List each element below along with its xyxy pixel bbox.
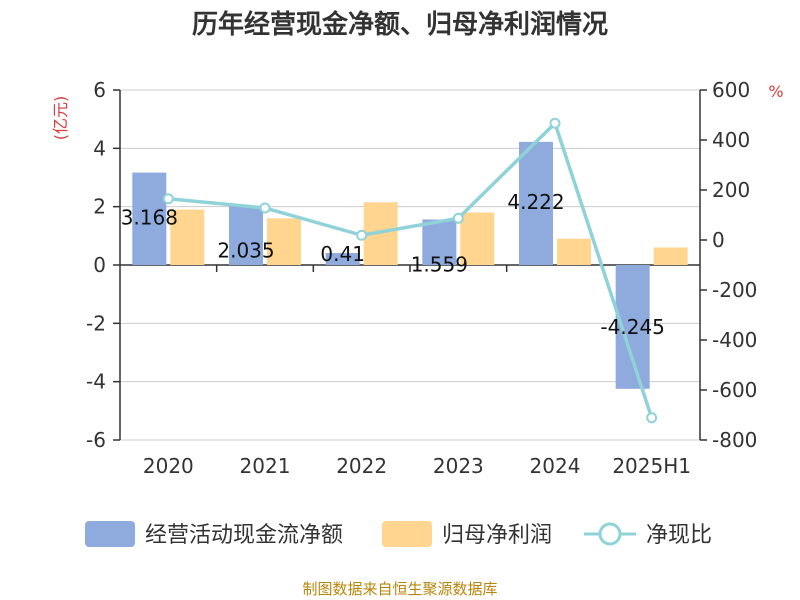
right-tick-label: 600: [712, 78, 750, 102]
x-axis-ticks: 2020 2021 2022 2023 2024 2025H1: [143, 454, 691, 478]
ratio-point: [646, 412, 658, 424]
x-tick-label: 2020: [143, 454, 194, 478]
bar-cashflow: [325, 253, 360, 265]
data-label-cashflow: -4.245: [600, 315, 664, 339]
right-axis-unit: %: [768, 82, 783, 101]
x-tick-label: 2023: [433, 454, 484, 478]
x-tick-label: 2024: [530, 454, 581, 478]
left-tick-label: -6: [86, 428, 106, 452]
ratio-point: [259, 202, 271, 214]
legend-label-ratio: 净现比: [646, 523, 712, 548]
bar-netprofit: [557, 238, 591, 265]
legend-swatch-ratio-marker: [598, 522, 622, 546]
left-tick-label: -4: [86, 370, 106, 394]
bar-cashflow: [229, 205, 263, 265]
bar-cashflow: [422, 219, 457, 265]
left-axis-unit: (亿元): [51, 96, 70, 141]
ratio-point: [356, 229, 368, 241]
data-label-cashflow: 3.168: [121, 206, 178, 230]
legend: 经营活动现金流净额 归母净利润 净现比: [85, 521, 712, 548]
x-tick-label: 2021: [240, 454, 291, 478]
bar-cashflow: [519, 141, 553, 265]
left-tick-label: -2: [86, 311, 106, 335]
right-tick-label: -200: [712, 278, 757, 302]
legend-swatch-netprofit: [382, 521, 432, 547]
bar-netprofit: [267, 218, 301, 265]
x-tick-label: 2022: [336, 454, 387, 478]
data-labels: 3.168 2.035 0.41 1.559 4.222 -4.245: [121, 190, 665, 339]
ratio-point: [549, 117, 561, 129]
chart-title: 历年经营现金净额、归母净利润情况: [192, 9, 608, 40]
bar-netprofit: [653, 247, 688, 265]
right-axis-ticks: 600 400 200 0 -200 -400 -600 -800: [700, 78, 757, 452]
legend-label-cashflow: 经营活动现金流净额: [145, 523, 343, 548]
ratio-polyline: [168, 120, 654, 419]
legend-label-netprofit: 归母净利润: [442, 523, 552, 548]
ratio-point: [452, 212, 464, 224]
right-tick-label: 0: [712, 228, 725, 252]
right-tick-label: -600: [712, 378, 757, 402]
right-tick-label: -400: [712, 328, 757, 352]
left-tick-label: 2: [93, 195, 106, 219]
data-label-cashflow: 0.41: [320, 242, 365, 266]
right-tick-label: 200: [712, 178, 750, 202]
legend-swatch-cashflow: [85, 521, 135, 547]
ratio-line: [162, 117, 658, 424]
bar-netprofit: [460, 212, 495, 265]
ratio-point: [162, 193, 174, 205]
left-tick-label: 0: [93, 253, 106, 277]
bar-netprofit: [170, 209, 205, 265]
left-tick-label: 6: [93, 78, 106, 102]
data-label-cashflow: 1.559: [411, 253, 468, 277]
right-tick-label: -800: [712, 428, 757, 452]
left-axis-ticks: 6 4 2 0 -2 -4 -6: [86, 78, 120, 452]
left-tick-label: 4: [93, 136, 106, 160]
data-label-cashflow: 2.035: [217, 239, 274, 263]
bar-cashflow: [132, 172, 167, 265]
source-note: 制图数据来自恒生聚源数据库: [302, 580, 497, 598]
right-tick-label: 400: [712, 128, 750, 152]
data-label-cashflow: 4.222: [507, 190, 564, 214]
x-tick-label: 2025H1: [612, 454, 691, 478]
